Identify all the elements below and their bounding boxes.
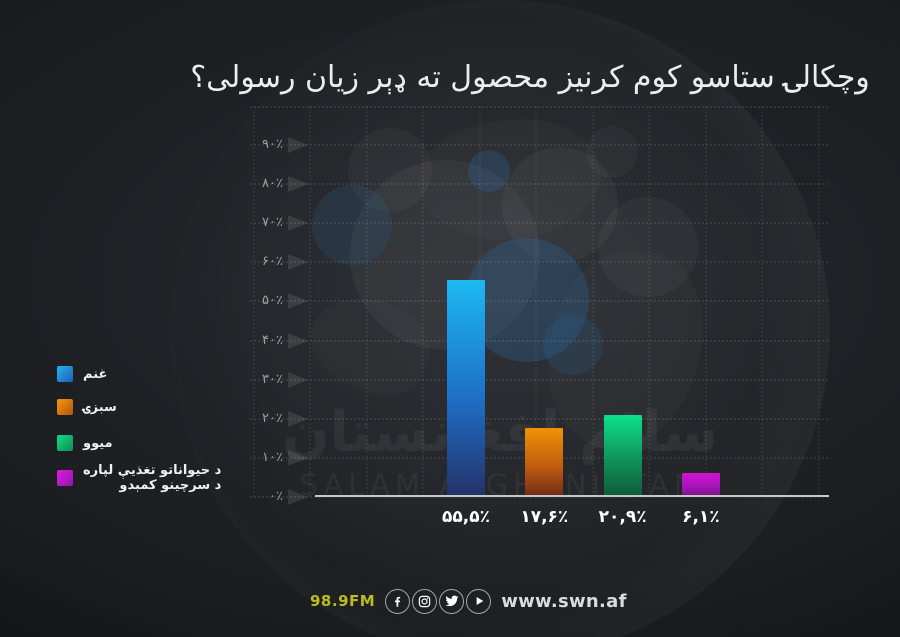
legend-item-3: میوو <box>57 435 113 451</box>
axis-arrow-icon <box>288 176 308 193</box>
y-axis-tick-label: ۰٪ <box>269 489 283 504</box>
decor-bubble <box>468 150 510 192</box>
gridline-vertical <box>704 106 707 497</box>
gridline-horizontal <box>250 144 828 146</box>
decor-bubble <box>465 238 589 362</box>
gridline-horizontal <box>250 222 828 225</box>
legend-label: د حیواناتو تغذیې لپاره د سرچینو کمېدو <box>83 463 222 493</box>
legend-swatch <box>57 470 73 486</box>
radio-frequency: 98.9FM <box>310 592 376 610</box>
gridline-vertical <box>252 106 255 497</box>
axis-arrow-icon <box>288 410 308 427</box>
gridline-horizontal <box>250 261 828 264</box>
x-axis-line <box>315 495 829 497</box>
bar-3 <box>603 415 642 497</box>
bar-chart: ۹۰٪ ۸۰٪ ۷۰٪ ۶۰٪ ۵۰٪ ۴۰٪ ۳۰٪ ۲۰٪ ۱۰٪ ۰٪ ۵۵,۵٪ ۱۷,۶٪ ۲… <box>250 105 828 527</box>
gridline-horizontal <box>250 105 828 108</box>
axis-arrow-icon <box>288 254 308 271</box>
gridline-vertical <box>309 106 311 497</box>
gridline-vertical <box>591 106 594 497</box>
bar-value-label: ۲۰,۹٪ <box>598 507 647 527</box>
axis-arrow-icon <box>288 332 308 349</box>
gridline-horizontal <box>250 339 828 342</box>
y-axis-tick-label: ۸۰٪ <box>262 176 283 192</box>
decor-bubble <box>350 160 540 350</box>
y-axis-tick-label: ۳۰٪ <box>262 371 283 387</box>
bar-1 <box>447 279 485 497</box>
legend-label: سبزۍ <box>83 399 117 415</box>
legend-item-4: د حیواناتو تغذیې لپاره د سرچینو کمېدو <box>57 463 221 493</box>
legend-label: میوو <box>83 435 113 451</box>
decor-bubble <box>502 147 618 263</box>
bar-value-label: ۵۵,۵٪ <box>442 507 490 527</box>
axis-arrow-icon <box>288 449 308 466</box>
globe-watermark <box>170 0 830 637</box>
y-axis-tick-label: ۵۰٪ <box>262 293 283 309</box>
y-axis-tick-label: ۲۰٪ <box>262 410 283 426</box>
website-url[interactable]: www.swn.af <box>501 590 627 612</box>
gridline-vertical <box>422 106 424 497</box>
gridline-vertical <box>648 106 650 497</box>
y-axis-tick-label: ۴۰٪ <box>262 332 283 348</box>
axis-arrow-icon <box>288 489 308 505</box>
y-axis-tick-label: ۶۰٪ <box>262 254 283 270</box>
axis-arrow-icon <box>288 371 308 388</box>
play-icon[interactable] <box>466 588 492 614</box>
decor-bubble <box>543 315 603 375</box>
gridline-horizontal <box>250 300 828 303</box>
decor-bubble <box>312 185 392 265</box>
watermark-arabic: سلام افغانستان <box>281 400 719 465</box>
gridline-vertical <box>761 106 763 497</box>
legend-swatch <box>57 399 73 415</box>
gridline-horizontal <box>250 417 828 420</box>
legend-item-2: سبزۍ <box>57 399 117 415</box>
gridline-vertical <box>817 106 820 497</box>
gridline-vertical <box>365 106 368 497</box>
gridline-vertical <box>535 106 537 497</box>
gridline-horizontal <box>250 496 828 498</box>
footer-bar: 98.9FM www.swn.af <box>310 588 627 614</box>
axis-arrow-icon <box>288 293 308 310</box>
instagram-icon[interactable] <box>412 588 438 614</box>
twitter-icon[interactable] <box>439 588 465 614</box>
axis-arrow-icon <box>288 137 308 153</box>
bar-2 <box>525 428 564 497</box>
legend-item-1: غنم <box>57 366 107 382</box>
facebook-icon[interactable] <box>385 588 411 614</box>
legend-label: غنم <box>83 366 108 382</box>
legend-swatch <box>57 366 73 382</box>
axis-arrow-icon <box>288 215 308 232</box>
chart-title: وچکالۍ ستاسو کوم کرنیز محصول ته ډېر زیان… <box>190 60 870 95</box>
bar-value-label: ۶,۱٪ <box>682 507 720 527</box>
y-axis-tick-label: ۷۰٪ <box>262 215 283 231</box>
y-axis-tick-label: ۱۰٪ <box>262 449 283 465</box>
bar-4 <box>681 473 720 497</box>
y-axis-tick-label: ۹۰٪ <box>262 137 283 152</box>
gridline-horizontal <box>250 183 828 186</box>
legend-swatch <box>57 435 73 451</box>
bar-value-label: ۱۷,۶٪ <box>520 507 569 527</box>
gridline-horizontal <box>250 378 828 381</box>
